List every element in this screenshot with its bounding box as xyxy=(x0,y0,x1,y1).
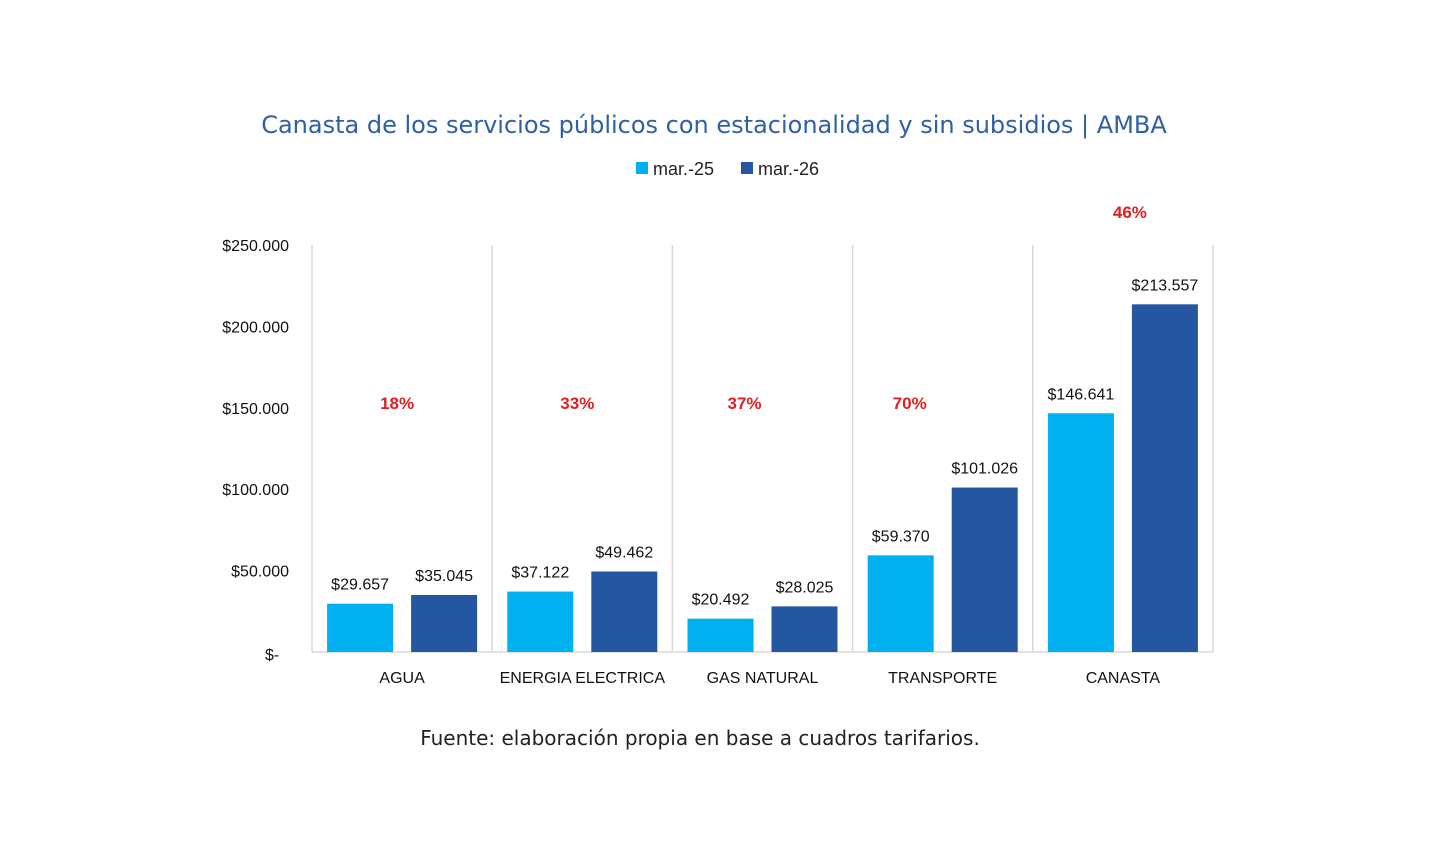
data-label: $49.462 xyxy=(595,544,653,561)
y-axis: $- $50.000 $100.000 $150.000 $200.000 $250.00… xyxy=(222,238,289,664)
y-tick-label: $150.000 xyxy=(222,401,289,418)
data-label: $28.025 xyxy=(776,579,834,596)
bar-gas-natural-mar.-25 xyxy=(687,618,754,652)
legend: mar.-25 mar.-26 xyxy=(636,159,819,179)
y-tick-label: $250.000 xyxy=(222,238,289,255)
legend-label-mar.-25: mar.-25 xyxy=(653,159,714,179)
value-labels: $29.657 $35.045 $37.122 $49.462 $20.492 $28.0… xyxy=(331,277,1198,608)
chart-title: Canasta de los servicios públicos con es… xyxy=(261,111,1167,139)
percent-change-label: 70% xyxy=(893,394,927,413)
data-label: $101.026 xyxy=(951,461,1018,478)
percent-change-label: 18% xyxy=(380,394,414,413)
bar-canasta-mar.-25 xyxy=(1047,413,1114,652)
percent-change-label: 46% xyxy=(1113,203,1147,222)
x-tick-label: TRANSPORTE xyxy=(888,670,997,687)
bar-canasta-mar.-26 xyxy=(1131,304,1198,652)
bar-agua-mar.-26 xyxy=(411,594,478,652)
data-label: $59.370 xyxy=(872,528,930,545)
bar-energia-electrica-mar.-26 xyxy=(591,571,658,652)
x-axis: AGUA ENERGIA ELECTRICA GAS NATURAL TRANSPOR… xyxy=(379,670,1160,687)
y-tick-label: $- xyxy=(265,647,279,664)
source-note: Fuente: elaboración propia en base a cua… xyxy=(420,726,980,750)
bar-transporte-mar.-26 xyxy=(951,487,1018,652)
x-tick-label: ENERGIA ELECTRICA xyxy=(500,670,666,687)
data-label: $213.557 xyxy=(1132,277,1199,294)
data-label: $146.641 xyxy=(1048,386,1115,403)
y-tick-label: $50.000 xyxy=(231,564,289,581)
x-tick-label: AGUA xyxy=(379,670,425,687)
bar-energia-electrica-mar.-25 xyxy=(507,591,574,652)
y-tick-label: $100.000 xyxy=(222,482,289,499)
bar-agua-mar.-25 xyxy=(327,603,394,652)
legend-swatch-mar.-26 xyxy=(741,162,753,174)
y-tick-label: $200.000 xyxy=(222,319,289,336)
data-label: $29.657 xyxy=(331,577,389,594)
x-tick-label: GAS NATURAL xyxy=(707,670,819,687)
bar-transporte-mar.-25 xyxy=(867,555,934,652)
percent-annotations: 18% 33% 37% 70% 46% xyxy=(380,203,1147,413)
x-tick-label: CANASTA xyxy=(1086,670,1161,687)
data-label: $35.045 xyxy=(415,568,473,585)
bars xyxy=(327,304,1198,652)
legend-swatch-mar.-25 xyxy=(636,162,648,174)
percent-change-label: 37% xyxy=(727,394,761,413)
bar-gas-natural-mar.-26 xyxy=(771,606,838,652)
legend-label-mar.-26: mar.-26 xyxy=(758,159,819,179)
data-label: $20.492 xyxy=(692,592,750,609)
data-label: $37.122 xyxy=(511,565,569,582)
percent-change-label: 33% xyxy=(560,394,594,413)
